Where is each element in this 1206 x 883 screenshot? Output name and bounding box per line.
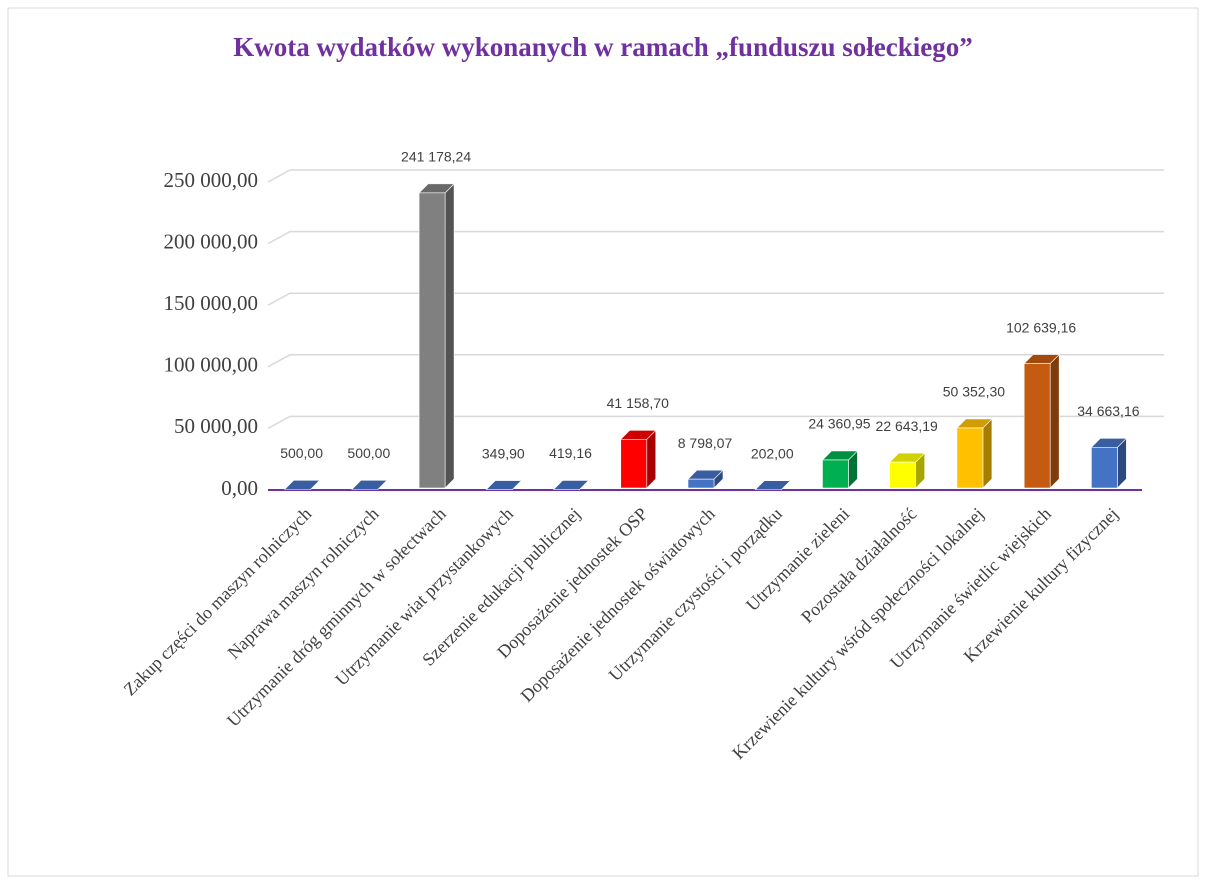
- bar: [1091, 446, 1118, 489]
- value-label: 241 178,24: [401, 149, 471, 165]
- bar-top: [552, 480, 590, 490]
- bar: [889, 461, 916, 489]
- value-label: 24 360,95: [808, 416, 870, 432]
- bar-side: [646, 429, 657, 489]
- value-label: 202,00: [751, 445, 794, 461]
- y-tick-label: 50 000,00: [174, 414, 258, 438]
- value-label: 50 352,30: [943, 384, 1005, 400]
- bar: [956, 427, 984, 489]
- bar-side: [982, 418, 993, 489]
- value-label: 419,16: [549, 445, 592, 461]
- bar: [822, 459, 849, 489]
- bar-side: [444, 183, 455, 489]
- y-tick-label: 100 000,00: [164, 353, 259, 377]
- y-tick-label: 250 000,00: [164, 168, 259, 192]
- grid-line: [267, 354, 1164, 368]
- y-tick-label: 150 000,00: [164, 291, 259, 315]
- value-label: 8 798,07: [678, 435, 733, 451]
- bar-top: [754, 480, 791, 491]
- y-tick-label: 0,00: [221, 476, 258, 500]
- value-label: 500,00: [280, 445, 323, 461]
- value-label: 34 663,16: [1077, 403, 1139, 419]
- bar: [620, 438, 648, 489]
- bar-top: [485, 480, 523, 490]
- bar-side: [1049, 353, 1060, 489]
- y-tick-label: 200 000,00: [164, 229, 259, 253]
- bar-top: [283, 480, 321, 490]
- grid-line: [267, 292, 1164, 306]
- value-label: 41 158,70: [607, 395, 669, 411]
- value-label: 500,00: [347, 445, 390, 461]
- bar-top: [351, 480, 388, 490]
- value-label: 22 643,19: [876, 418, 938, 434]
- bar: [1023, 363, 1051, 489]
- grid-line: [267, 169, 1164, 183]
- grid-line: [267, 415, 1164, 430]
- chart-title: Kwota wydatków wykonanych w ramach „fund…: [233, 32, 973, 62]
- value-label: 349,90: [482, 445, 525, 461]
- bar: [687, 478, 715, 489]
- grid-line: [267, 230, 1164, 245]
- value-label: 102 639,16: [1006, 319, 1076, 335]
- chart-frame: [7, 7, 1199, 877]
- bar: [418, 192, 446, 489]
